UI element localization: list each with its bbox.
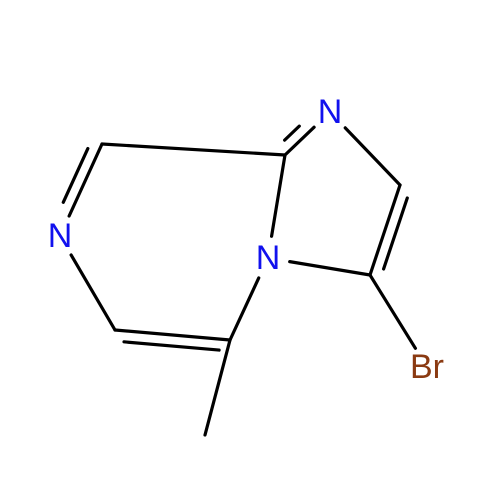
- atom-label-br: Br: [410, 348, 444, 386]
- bond-line: [345, 128, 400, 185]
- bond-line: [124, 342, 219, 350]
- bond-line: [102, 144, 285, 155]
- bond-line: [63, 149, 88, 203]
- bond-line: [370, 275, 415, 348]
- bond-line: [285, 126, 300, 140]
- bond-line: [285, 127, 314, 155]
- atom-label-n: N: [48, 217, 73, 255]
- bond-line: [115, 330, 230, 340]
- bond-line: [71, 255, 115, 330]
- bond-line: [230, 278, 259, 340]
- molecule-canvas: N N N Br: [0, 0, 500, 500]
- bond-line: [290, 262, 370, 275]
- bond-line: [205, 340, 230, 435]
- atom-layer: N N N Br: [48, 93, 444, 386]
- atom-label-n: N: [256, 239, 281, 277]
- bond-line: [272, 155, 285, 236]
- bond-layer: [63, 126, 415, 435]
- bond-line: [384, 198, 408, 269]
- atom-label-n: N: [318, 93, 343, 131]
